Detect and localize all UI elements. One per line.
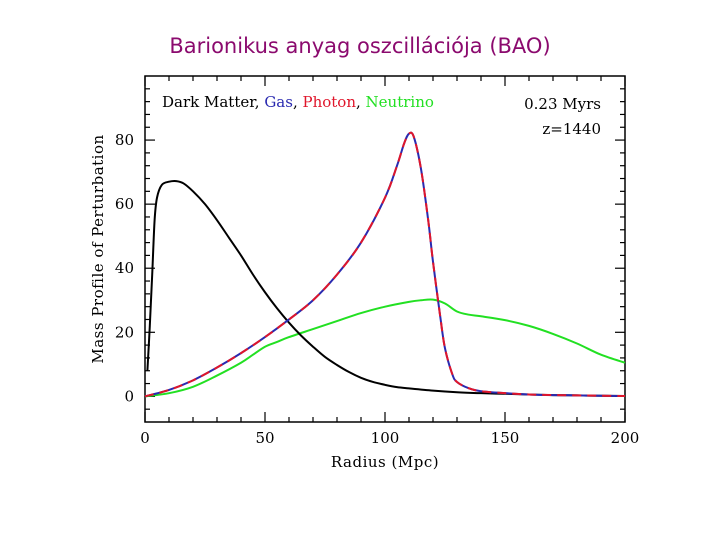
x-tick-label: 100 xyxy=(371,429,400,447)
series-photon-line xyxy=(144,131,626,398)
legend: Dark Matter, Gas, Photon, Neutrino xyxy=(162,93,434,111)
x-tick-label: 200 xyxy=(611,429,640,447)
series-dark-matter-line xyxy=(146,179,626,398)
x-axis-label: Radius (Mpc) xyxy=(331,453,439,471)
legend-separator: , xyxy=(356,93,366,111)
y-axis-label: Mass Profile of Perturbation xyxy=(89,134,107,363)
chart-title: Barionikus anyag oszcillációja (BAO) xyxy=(169,34,551,58)
legend-separator: , xyxy=(255,93,265,111)
axis-ticks xyxy=(144,76,626,422)
y-tick-label: 60 xyxy=(115,195,134,213)
y-tick-label: 0 xyxy=(124,387,134,405)
y-tick-label: 40 xyxy=(115,259,134,277)
y-tick-label: 80 xyxy=(115,131,134,149)
annotation-redshift: z=1440 xyxy=(542,120,601,138)
legend-entry-neutrino: Neutrino xyxy=(366,93,434,111)
tick-labels: 0 50 100 150 200 0 20 40 60 80 xyxy=(115,131,639,447)
x-tick-label: 150 xyxy=(491,429,520,447)
x-tick-label: 50 xyxy=(255,429,274,447)
legend-entry-dark-matter: Dark Matter xyxy=(162,93,257,111)
x-tick-label: 0 xyxy=(140,429,150,447)
series-gas-line xyxy=(144,131,626,398)
legend-separator: , xyxy=(293,93,303,111)
series-layer xyxy=(144,131,626,398)
legend-entry-photon: Photon xyxy=(302,93,356,111)
legend-entry-gas: Gas xyxy=(264,93,293,111)
y-tick-label: 20 xyxy=(115,323,134,341)
series-neutrino-line xyxy=(144,298,626,398)
annotation-time: 0.23 Myrs xyxy=(524,95,601,113)
